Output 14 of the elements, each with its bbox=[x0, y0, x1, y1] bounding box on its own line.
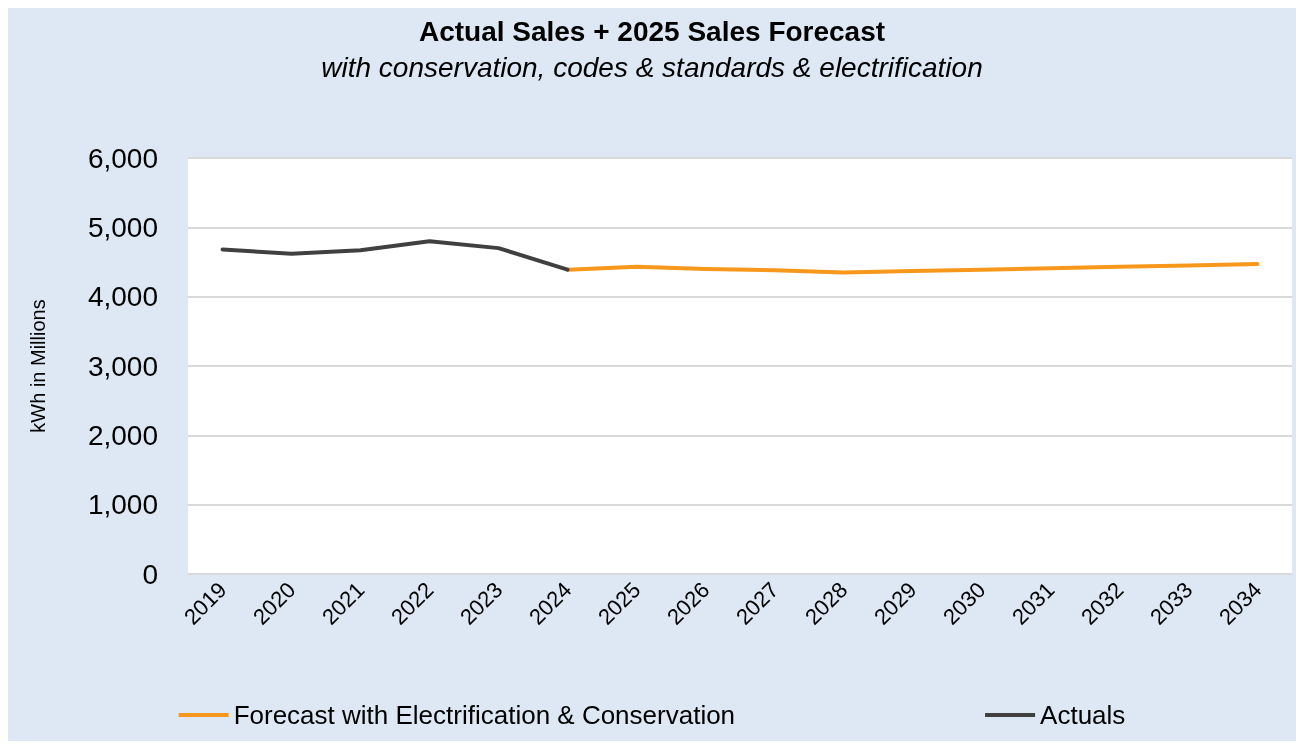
legend-label: Forecast with Electrification & Conservation bbox=[233, 700, 736, 730]
y-tick-label: 3,000 bbox=[87, 350, 158, 382]
y-tick-label: 0 bbox=[142, 558, 158, 590]
chart-title: Actual Sales + 2025 Sales Forecast bbox=[418, 15, 886, 47]
y-tick-label: 2,000 bbox=[87, 419, 158, 451]
y-tick-label: 4,000 bbox=[87, 281, 158, 313]
legend-label: Actuals bbox=[1040, 700, 1126, 730]
y-tick-label: 5,000 bbox=[87, 211, 158, 243]
y-axis-title: kWh in Millions bbox=[27, 299, 49, 433]
line-series bbox=[220, 239, 570, 272]
y-tick-label: 1,000 bbox=[87, 489, 158, 521]
chart-subtitle: with conservation, codes & standards & electrification bbox=[321, 51, 983, 83]
line-series bbox=[565, 262, 1260, 275]
y-tick-label: 6,000 bbox=[87, 142, 158, 174]
